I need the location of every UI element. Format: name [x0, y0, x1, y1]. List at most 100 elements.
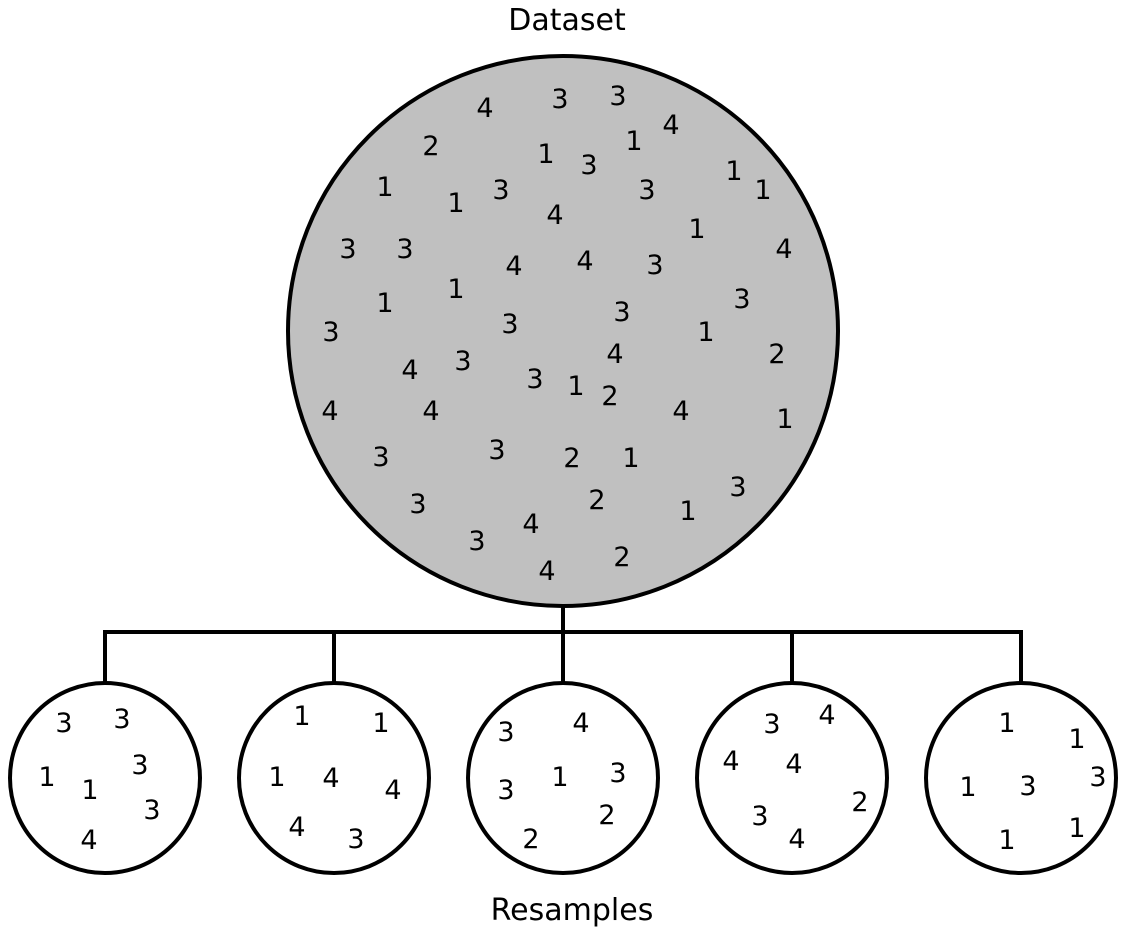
- resample-value: 4: [572, 708, 589, 739]
- resample-value: 1: [1068, 813, 1085, 844]
- dataset-value: 4: [321, 396, 338, 427]
- dataset-value: 3: [322, 317, 339, 348]
- dataset-value: 1: [567, 371, 584, 402]
- resample-value: 1: [959, 772, 976, 803]
- dataset-value: 1: [725, 156, 742, 187]
- dataset-value: 1: [697, 317, 714, 348]
- dataset-value: 4: [538, 556, 555, 587]
- dataset-value: 4: [522, 509, 539, 540]
- dataset-value: 3: [609, 81, 626, 112]
- dataset-value: 1: [776, 404, 793, 435]
- resample-value: 1: [81, 775, 98, 806]
- dataset-value: 3: [492, 175, 509, 206]
- dataset-value: 3: [396, 234, 413, 265]
- resample-circle: [695, 681, 889, 875]
- dataset-value: 3: [613, 297, 630, 328]
- resample-value: 4: [322, 763, 339, 794]
- connector-lines: [103, 606, 1023, 683]
- resample-value: 3: [113, 704, 130, 735]
- resample-value: 3: [55, 708, 72, 739]
- dataset-value: 3: [454, 346, 471, 377]
- resample-value: 3: [1089, 762, 1106, 793]
- resample-value: 1: [551, 762, 568, 793]
- dataset-value: 1: [754, 175, 771, 206]
- resample-value: 3: [763, 709, 780, 740]
- dataset-value: 4: [662, 110, 679, 141]
- dataset-value: 4: [775, 234, 792, 265]
- resample-value: 2: [851, 787, 868, 818]
- resample-circle: [466, 681, 660, 875]
- dataset-value: 4: [422, 396, 439, 427]
- dataset-value: 1: [679, 496, 696, 527]
- dataset-value: 3: [488, 435, 505, 466]
- resample-value: 3: [143, 795, 160, 826]
- resample-value: 2: [522, 824, 539, 855]
- dataset-value: 1: [537, 139, 554, 170]
- resample-value: 3: [497, 717, 514, 748]
- resample-circle: [924, 681, 1118, 875]
- dataset-circle: [286, 54, 840, 608]
- dataset-value: 4: [672, 396, 689, 427]
- dataset-value: 1: [447, 188, 464, 219]
- dataset-value: 3: [339, 234, 356, 265]
- resample-5: 111 3 31 1: [924, 681, 1118, 875]
- dataset-value: 3: [733, 284, 750, 315]
- dataset-value: 2: [601, 381, 618, 412]
- dataset-value: 3: [468, 526, 485, 557]
- resample-2: 1 11 4 44 3: [237, 681, 431, 875]
- dataset-value: 4: [505, 251, 522, 282]
- resample-value: 1: [998, 708, 1015, 739]
- dataset-value: 3: [638, 175, 655, 206]
- resample-value: 1: [372, 708, 389, 739]
- dataset-value: 2: [563, 443, 580, 474]
- dataset-title: Dataset: [508, 3, 626, 38]
- resample-value: 4: [384, 775, 401, 806]
- dataset-value: 4: [576, 246, 593, 277]
- resample-value: 1: [293, 701, 310, 732]
- resample-value: 4: [818, 700, 835, 731]
- dataset-value: 4: [401, 355, 418, 386]
- dataset-value: 4: [546, 200, 563, 231]
- resample-value: 4: [722, 746, 739, 777]
- dataset-value: 1: [622, 443, 639, 474]
- resample-value: 4: [288, 812, 305, 843]
- dataset-value: 2: [422, 131, 439, 162]
- resample-value: 3: [347, 824, 364, 855]
- dataset-value: 4: [476, 93, 493, 124]
- dataset-value: 3: [501, 309, 518, 340]
- resample-value: 3: [1019, 771, 1036, 802]
- dataset-value: 3: [409, 489, 426, 520]
- dataset-value: 3: [646, 250, 663, 281]
- resamples-title: Resamples: [491, 893, 654, 928]
- dataset-value: 3: [580, 150, 597, 181]
- resample-circle: [237, 681, 431, 875]
- resample-value: 2: [598, 800, 615, 831]
- dataset-value: 3: [551, 84, 568, 115]
- dataset-value: 3: [526, 364, 543, 395]
- resample-value: 1: [1068, 724, 1085, 755]
- resample-value: 1: [38, 762, 55, 793]
- resample-value: 3: [751, 801, 768, 832]
- resample-value: 1: [268, 762, 285, 793]
- dataset-value: 1: [625, 126, 642, 157]
- resample-value: 4: [788, 824, 805, 855]
- dataset-value: 1: [376, 172, 393, 203]
- dataset-value: 1: [376, 288, 393, 319]
- resample-value: 1: [998, 825, 1015, 856]
- resample-value: 3: [131, 750, 148, 781]
- resample-circle: [8, 681, 202, 875]
- dataset-value: 1: [688, 214, 705, 245]
- resample-value: 4: [80, 825, 97, 856]
- dataset-value: 2: [613, 542, 630, 573]
- resample-value: 3: [497, 775, 514, 806]
- dataset-value: 1: [447, 274, 464, 305]
- dataset-value: 3: [729, 472, 746, 503]
- resample-3: 3 43 1 322: [466, 681, 660, 875]
- dataset-value: 3: [372, 442, 389, 473]
- resample-value: 3: [609, 758, 626, 789]
